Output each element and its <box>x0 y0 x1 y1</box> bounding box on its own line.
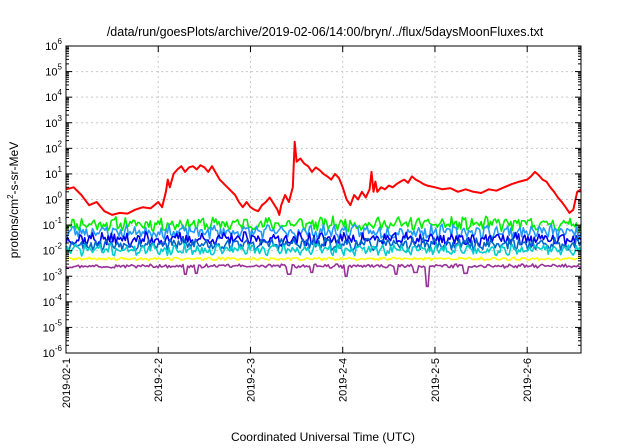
y-tick-base: 10 <box>45 118 57 130</box>
y-tick-base: 10 <box>45 169 57 181</box>
y-tick-exponent: 4 <box>58 88 63 97</box>
series-line-5 <box>65 236 582 252</box>
series-line-7 <box>65 256 582 262</box>
y-tick-label: 101 <box>45 165 62 181</box>
y-axis-label: protons/cm2-s-sr-MeV <box>6 142 21 258</box>
y-tick-label: 100 <box>45 191 62 207</box>
y-tick-base: 10 <box>43 220 55 232</box>
series-line-8 <box>65 263 582 288</box>
y-tick-base: 10 <box>43 322 55 334</box>
chart-title: /data/run/goesPlots/archive/2019-02-06/1… <box>107 25 544 39</box>
y-tick-base: 10 <box>45 67 57 79</box>
y-tick-label: 10-6 <box>43 344 63 360</box>
y-axis-label-base: protons/cm <box>7 199 21 258</box>
y-tick-exponent: -2 <box>55 242 63 251</box>
y-tick-exponent: -1 <box>55 216 63 225</box>
y-tick-label: 106 <box>45 37 62 53</box>
y-tick-label: 10-5 <box>43 318 63 334</box>
y-tick-label: 10-4 <box>43 293 63 309</box>
y-tick-base: 10 <box>45 92 57 104</box>
y-tick-exponent: 5 <box>58 63 63 72</box>
x-axis-ticks: 2019-02-1 2019-2-2 2019-2-3 2019-2-4 2019-2-… <box>61 46 534 408</box>
y-tick-label: 103 <box>45 114 62 130</box>
y-tick-exponent: 1 <box>58 165 63 174</box>
y-axis-label-superscript: 2 <box>6 194 15 199</box>
y-tick-base: 10 <box>43 348 55 360</box>
y-tick-base: 10 <box>43 271 55 283</box>
x-tick-label: 2019-2-5 <box>430 358 442 402</box>
y-tick-base: 10 <box>45 195 57 207</box>
data-series <box>65 140 582 288</box>
y-axis-label-rest: -s-sr-MeV <box>7 142 21 195</box>
y-tick-label: 104 <box>45 88 62 104</box>
y-tick-exponent: -6 <box>55 344 63 353</box>
x-tick-label: 2019-2-3 <box>245 358 257 402</box>
y-tick-label: 10-3 <box>43 267 63 283</box>
y-tick-exponent: 3 <box>58 114 63 123</box>
x-tick-label: 2019-2-2 <box>153 358 165 402</box>
y-tick-exponent: 0 <box>58 191 63 200</box>
y-tick-base: 10 <box>43 246 55 258</box>
series-line-1 <box>65 140 582 216</box>
y-tick-label: 10-2 <box>43 242 63 258</box>
grid-lines <box>66 46 581 353</box>
y-tick-exponent: -4 <box>55 293 63 302</box>
x-axis-label: Coordinated Universal Time (UTC) <box>231 430 415 444</box>
y-axis-ticks: 10-610-510-410-310-210-11001011021031041… <box>43 37 581 360</box>
y-tick-label: 102 <box>45 139 62 155</box>
x-tick-label: 2019-2-4 <box>338 358 350 402</box>
y-tick-label: 105 <box>45 63 62 79</box>
y-tick-base: 10 <box>43 297 55 309</box>
y-tick-exponent: -3 <box>55 267 63 276</box>
x-tick-label: 2019-2-6 <box>522 358 534 402</box>
y-tick-exponent: 6 <box>58 37 63 46</box>
y-tick-base: 10 <box>45 41 57 53</box>
y-tick-base: 10 <box>45 143 57 155</box>
y-tick-exponent: 2 <box>58 139 63 148</box>
series-line-6 <box>65 242 582 257</box>
y-tick-exponent: -5 <box>55 318 63 327</box>
plot-frame <box>65 45 582 354</box>
y-tick-label: 10-1 <box>43 216 63 232</box>
series-line-4 <box>65 231 582 248</box>
x-tick-label: 2019-02-1 <box>61 358 73 408</box>
